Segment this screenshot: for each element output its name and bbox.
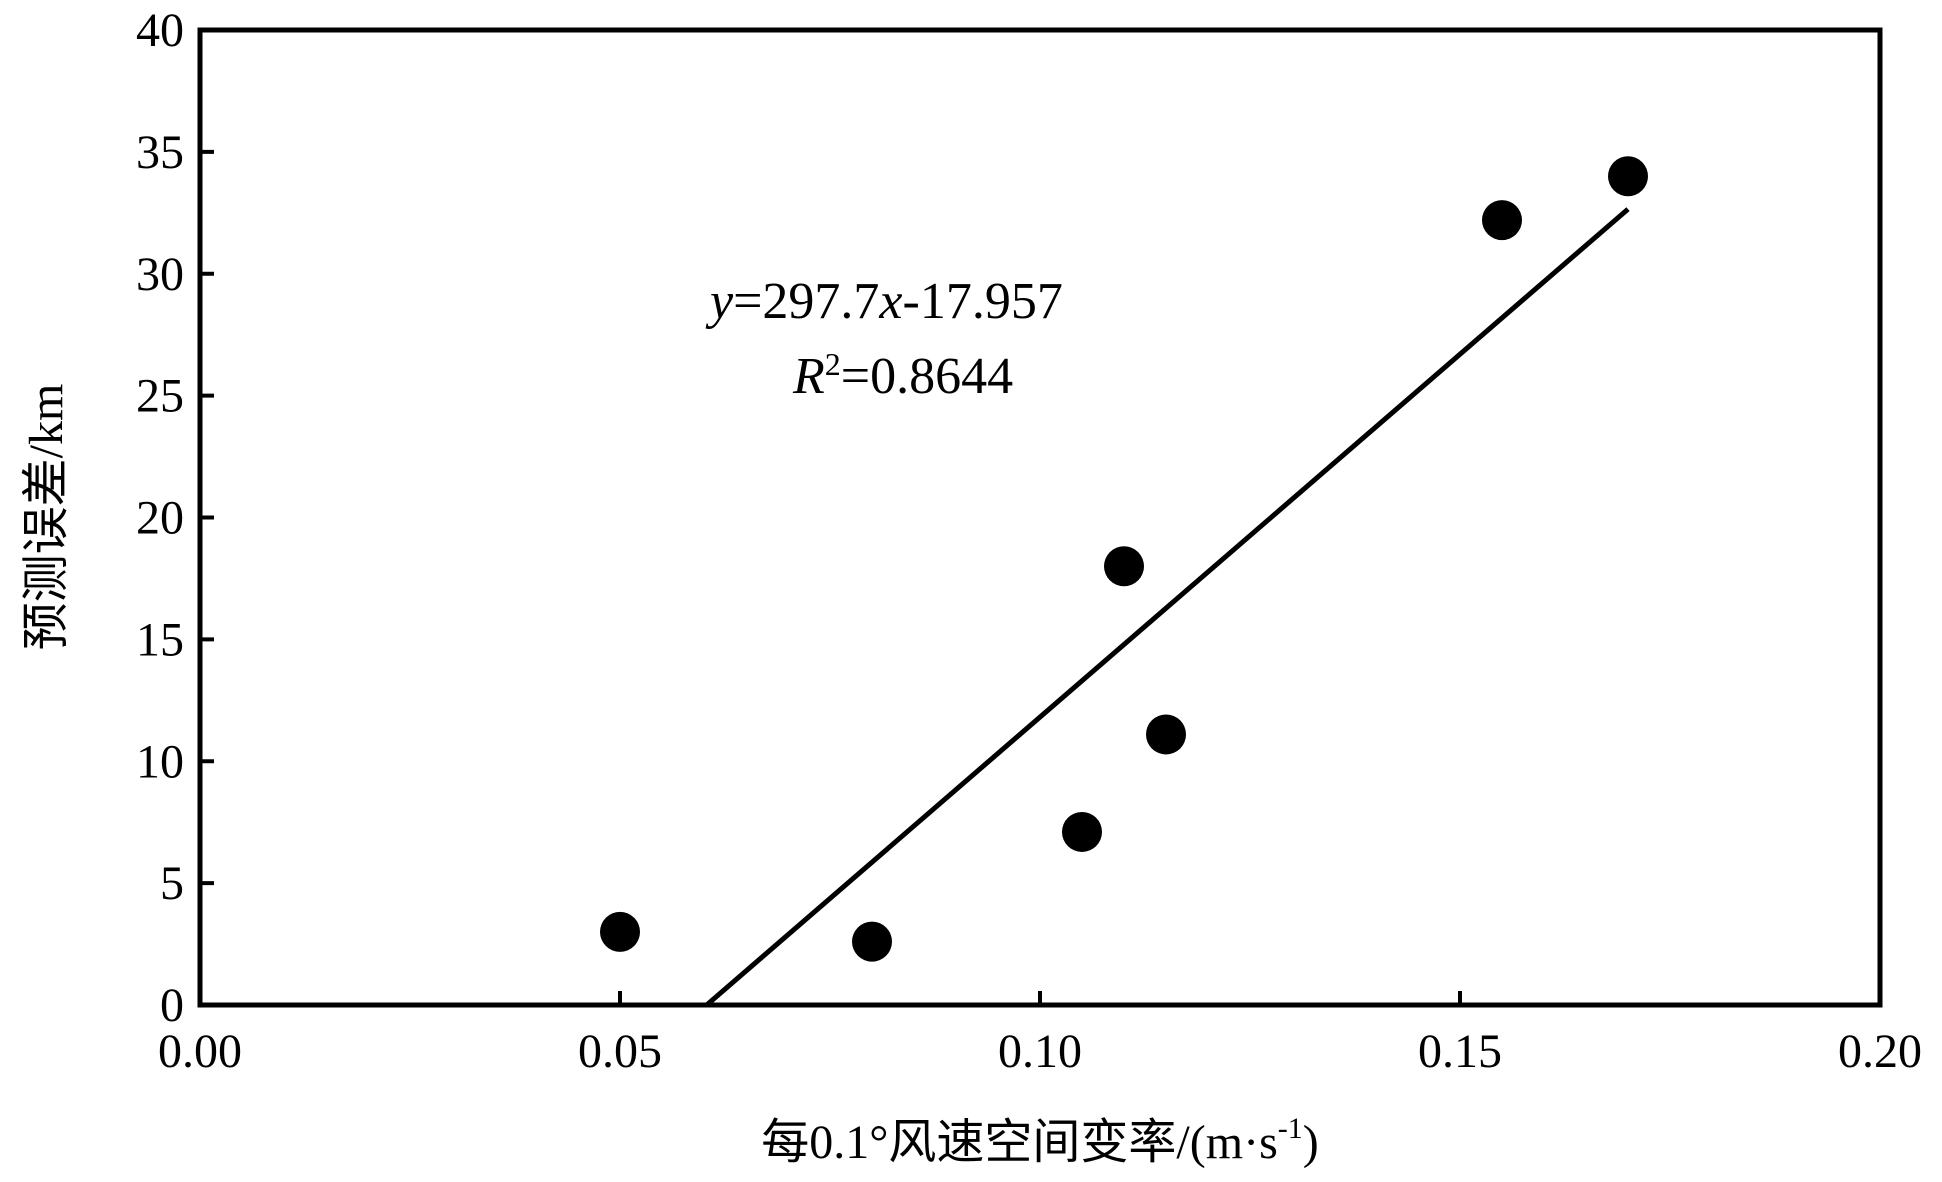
data-points xyxy=(600,156,1648,962)
regression-line xyxy=(704,207,1630,1008)
regression-equation: y=297.7x-17.957 xyxy=(705,273,1063,330)
y-tick-label: 25 xyxy=(136,370,184,423)
y-tick-label: 10 xyxy=(136,735,184,788)
x-tick-label: 0.05 xyxy=(578,1025,662,1078)
x-tick-label: 0.20 xyxy=(1838,1025,1922,1078)
tick-labels: 0 5 10 15 20 25 30 35 40 0.00 0.05 0.10 0.15 0.20 xyxy=(136,4,1922,1078)
data-point xyxy=(1608,156,1648,197)
y-axis-label: 预测误差/km xyxy=(20,384,73,651)
y-tick-label: 15 xyxy=(136,613,184,666)
x-tick-label: 0.00 xyxy=(158,1025,242,1078)
y-tick-label: 20 xyxy=(136,492,184,545)
x-axis-label: 每0.1°风速空间变率/(m·s-1) xyxy=(761,1112,1319,1169)
data-point xyxy=(1482,200,1522,241)
r-squared: R2=0.8644 xyxy=(792,346,1013,405)
y-tick-label: 30 xyxy=(136,248,184,301)
data-point xyxy=(1104,546,1144,587)
data-point xyxy=(1146,714,1186,755)
data-point xyxy=(600,911,640,952)
ticks xyxy=(198,28,1882,1007)
y-tick-label: 35 xyxy=(136,126,184,179)
y-tick-label: 0 xyxy=(160,979,184,1032)
y-tick-label: 5 xyxy=(160,857,184,910)
data-point xyxy=(1062,811,1102,852)
x-tick-label: 0.10 xyxy=(998,1025,1082,1078)
y-tick-label: 40 xyxy=(136,4,184,57)
data-point xyxy=(852,921,892,962)
x-tick-label: 0.15 xyxy=(1418,1025,1502,1078)
